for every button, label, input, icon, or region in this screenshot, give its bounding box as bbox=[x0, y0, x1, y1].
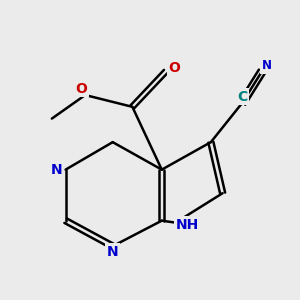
Text: O: O bbox=[75, 82, 87, 96]
Text: N: N bbox=[51, 163, 63, 177]
Text: N: N bbox=[107, 245, 118, 259]
Text: O: O bbox=[168, 61, 180, 75]
Text: NH: NH bbox=[176, 218, 199, 232]
Text: C: C bbox=[237, 90, 247, 104]
Text: N: N bbox=[262, 59, 272, 73]
